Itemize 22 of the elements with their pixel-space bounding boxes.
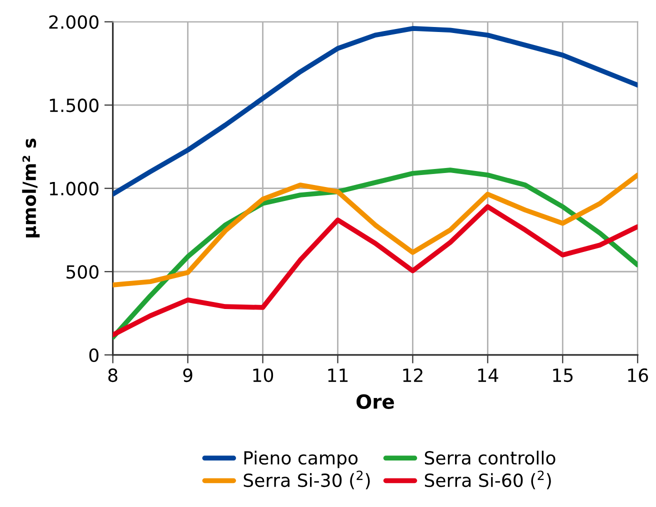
y-axis-title: µmol/m² s [22,138,40,238]
y-tick-label: 500 [66,265,98,279]
line-series [112,204,638,338]
x-tick-label: 16 [628,368,648,382]
legend-label: Pieno campo [244,450,358,468]
line-series [112,172,638,288]
y-tick-label: 1.000 [50,182,98,196]
legend-label: Serra controllo [424,450,556,465]
x-tick-label: 15 [553,368,573,382]
y-tick-label: 0 [89,348,98,362]
x-tick-label: 14 [478,368,498,382]
x-tick-label: 8 [108,368,118,382]
x-axis-title: Ore [356,394,394,409]
legend-label: Serra Si-60 ($^{2}$) [424,470,551,490]
legend-label: Serra Si-30 ($^{2}$) [244,470,370,490]
y-tick-label: 1.500 [50,98,98,112]
x-tick-label: 9 [183,368,192,382]
y-tick-label: 2.000 [49,15,98,29]
x-tick-label: 10 [253,368,274,382]
x-tick-label: 12 [403,368,422,382]
x-tick-label: 11 [328,368,348,382]
line-series [112,26,638,197]
